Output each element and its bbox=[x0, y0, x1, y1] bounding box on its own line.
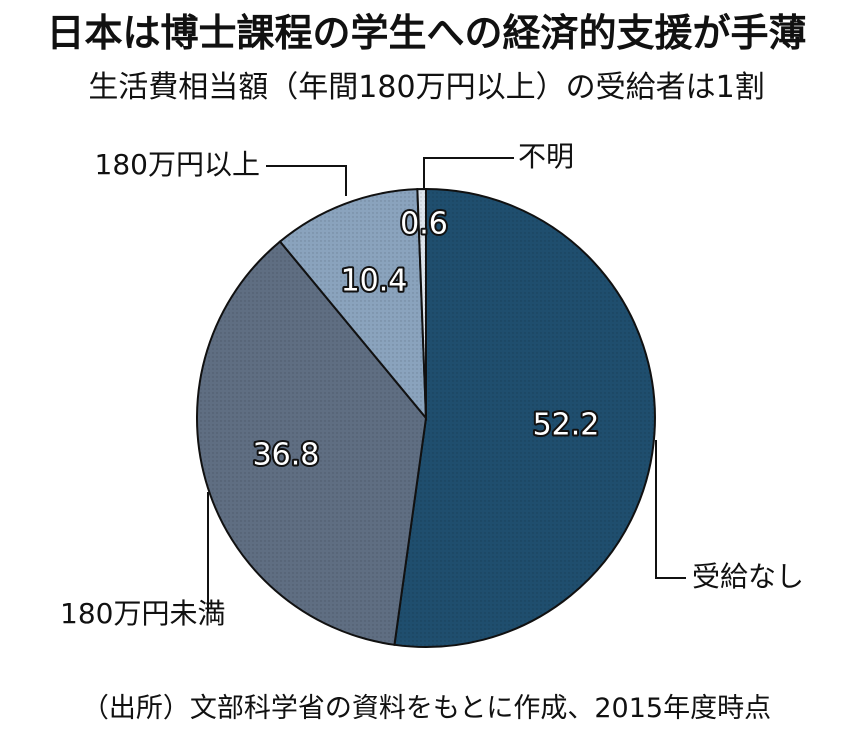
slice-category-label-2: 180万円以上 bbox=[95, 148, 260, 181]
source-note: （出所）文部科学省の資料をもとに作成、2015年度時点 bbox=[81, 693, 772, 724]
slice-category-label-1: 180万円未満 bbox=[60, 597, 225, 630]
leader-line-0 bbox=[655, 440, 686, 579]
pie-slice-texture-0 bbox=[394, 189, 655, 647]
slice-category-label-3: 不明 bbox=[518, 140, 574, 173]
slice-category-label-0: 受給なし bbox=[692, 560, 804, 593]
pie-slice-texture-2 bbox=[280, 189, 426, 418]
chart-subtitle: 生活費相当額（年間180万円以上）の受給者は1割 bbox=[88, 70, 765, 105]
chart-title: 日本は博士課程の学生への経済的支援が手薄 bbox=[46, 11, 807, 55]
slice-value-label-2: 10.4 bbox=[341, 264, 408, 299]
slice-value-label-3: 0.6 bbox=[400, 207, 448, 242]
leader-line-3 bbox=[423, 157, 514, 188]
pie-slice-texture-3 bbox=[417, 188, 426, 418]
pie-slice-texture-1 bbox=[196, 241, 426, 645]
slice-value-label-1: 36.8 bbox=[253, 438, 320, 473]
slice-value-label-0: 52.2 bbox=[533, 408, 600, 443]
leader-line-2 bbox=[266, 165, 347, 196]
